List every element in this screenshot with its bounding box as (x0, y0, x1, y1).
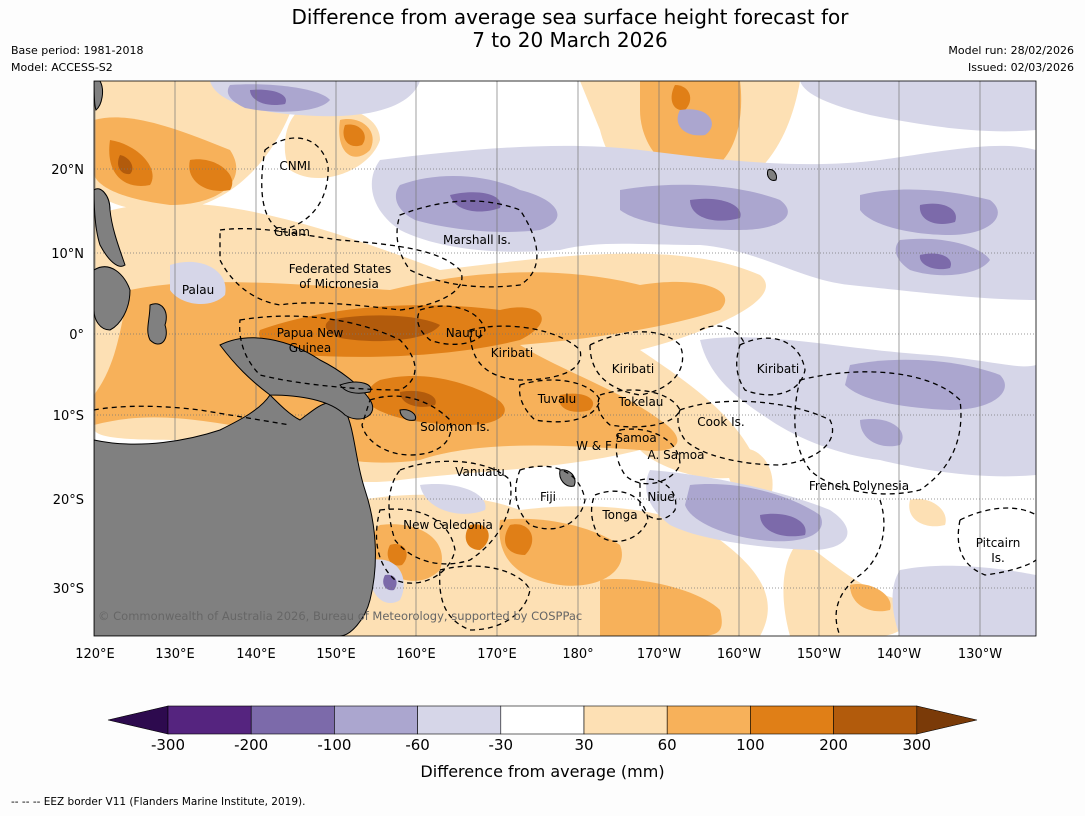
region-label: Papua New (277, 326, 344, 340)
new-guinea (219, 337, 373, 420)
colorbar: -300 -200 -100 -60 -30 30 60 100 200 300 (107, 705, 978, 754)
colorbar-tick-label: 100 (736, 736, 765, 754)
colorbar-tick-label: -200 (234, 736, 268, 754)
colorbar-bin (250, 705, 335, 735)
region-label: Guinea (289, 341, 332, 355)
lat-label: 10°S (53, 409, 84, 424)
map-frame (93, 80, 1037, 637)
eez-borders (93, 137, 1037, 637)
meta-right: Model run: 28/02/2026 Issued: 02/03/2026 (948, 42, 1074, 76)
land (94, 81, 777, 636)
region-label: of Micronesia (299, 277, 379, 291)
anomaly-neg-100-200 (250, 89, 956, 591)
colorbar-bin (583, 705, 668, 735)
hawaii (767, 169, 777, 181)
lon-label: 150°E (316, 647, 356, 662)
region-label: Pitcairn (976, 536, 1021, 550)
model-run: Model run: 28/02/2026 (948, 44, 1074, 57)
lon-label: 160°E (396, 647, 436, 662)
chart-title: Difference from average sea surface heig… (0, 6, 1085, 52)
region-label: Samoa (615, 431, 656, 445)
region-label: New Caledonia (403, 518, 493, 532)
solomon-is (399, 409, 417, 421)
copyright-text: © Commonwealth of Australia 2026, Bureau… (98, 609, 582, 623)
region-label: Guam (274, 225, 310, 239)
lon-axis: 120°E 130°E 140°E 150°E 160°E 170°E 180° 170°W 1… (75, 647, 1002, 662)
colorbar-tick-label: -300 (151, 736, 185, 754)
colorbar-bin (417, 705, 502, 735)
region-label: Kiribati (612, 362, 654, 376)
lon-label: 170°E (477, 647, 517, 662)
region-label: Nauru (446, 326, 482, 340)
colorbar-bin (666, 705, 751, 735)
colorbar-bin (750, 705, 834, 735)
issued-date: Issued: 02/03/2026 (967, 61, 1074, 74)
region-label: Niue (647, 490, 674, 504)
region-label: W & F (576, 439, 612, 453)
region-label: Kiribati (491, 346, 533, 360)
borneo (94, 266, 131, 331)
region-label: Marshall Is. (443, 233, 511, 247)
lon-label: 140°W (877, 647, 921, 662)
lon-label: 150°W (797, 647, 841, 662)
region-label: Solomon Is. (420, 420, 490, 434)
colorbar-tick-label: 30 (574, 736, 593, 754)
eez-footnote: -- -- -- EEZ border V11 (Flanders Marine… (11, 796, 306, 808)
colorbar-label: Difference from average (mm) (420, 762, 665, 781)
sulawesi (147, 303, 167, 345)
region-label: Tonga (601, 508, 637, 522)
region-label: Vanuatu (455, 465, 505, 479)
lat-label: 20°S (53, 493, 84, 508)
region-label: Cook Is. (697, 415, 744, 429)
philippines (94, 188, 126, 267)
lon-label: 140°E (236, 647, 276, 662)
lon-label: 170°W (637, 647, 681, 662)
lon-label: 130°E (155, 647, 195, 662)
lat-label: 20°N (51, 163, 84, 178)
title-line-1: Difference from average sea surface heig… (291, 5, 849, 29)
region-label: Tuvalu (537, 392, 577, 406)
base-period: Base period: 1981-2018 (11, 44, 144, 57)
lon-label: 120°E (75, 647, 115, 662)
lon-label: 160°W (717, 647, 761, 662)
lat-axis: 20°N 10°N 0° 10°S 20°S 30°S (51, 163, 84, 597)
colorbar-tick-label: -60 (405, 736, 430, 754)
title-line-2: 7 to 20 March 2026 (472, 28, 668, 52)
lat-label: 0° (69, 328, 84, 343)
region-label: French Polynesia (809, 479, 909, 493)
region-label: Federated States (289, 262, 391, 276)
model-name: Model: ACCESS-S2 (11, 61, 113, 74)
colorbar-tick-label: 60 (658, 736, 677, 754)
new-caledonia (559, 469, 576, 487)
lon-label: 180° (562, 647, 593, 662)
lon-label: 130°W (958, 647, 1002, 662)
lat-label: 30°S (53, 582, 84, 597)
region-label: Palau (182, 283, 214, 297)
colorbar-bin (500, 705, 585, 735)
region-label: A. Samoa (648, 448, 705, 462)
colorbar-tick-label: 300 (902, 736, 931, 754)
colorbar-bin (833, 705, 918, 735)
colorbar-extend-low (107, 705, 169, 735)
region-label: CNMI (279, 159, 310, 173)
region-label: Kiribati (757, 362, 799, 376)
colorbar-extend-high (916, 705, 978, 735)
colorbar-bin (334, 705, 418, 735)
new-britain (339, 381, 372, 394)
region-label: Fiji (540, 490, 556, 504)
region-label: Tokelau (618, 395, 664, 409)
region-label: Is. (991, 551, 1005, 565)
meta-left: Base period: 1981-2018 Model: ACCESS-S2 (11, 42, 143, 76)
lat-label: 10°N (51, 247, 84, 262)
colorbar-tick-label: -30 (489, 736, 514, 754)
colorbar-tick-label: 200 (819, 736, 848, 754)
colorbar-tick-label: -100 (317, 736, 351, 754)
colorbar-bin (167, 705, 252, 735)
map-panel (94, 81, 1036, 636)
